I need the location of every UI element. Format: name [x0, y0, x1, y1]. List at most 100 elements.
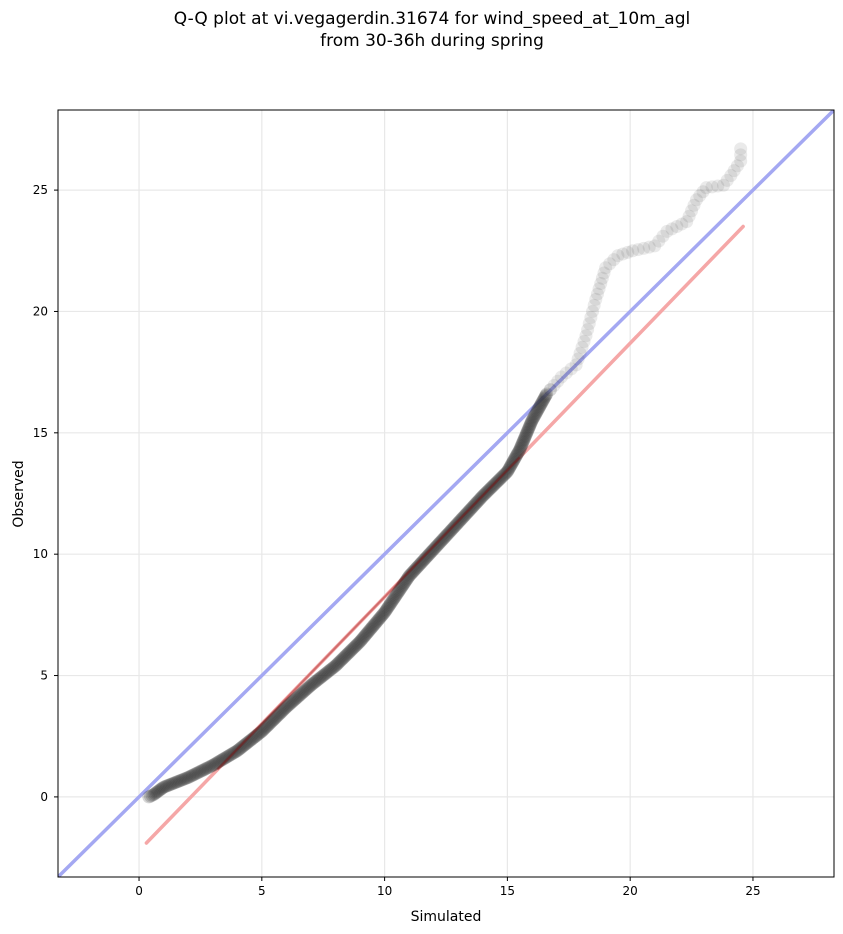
qq-point — [367, 618, 381, 632]
qq-point — [503, 459, 517, 473]
qq-point — [405, 566, 419, 580]
x-tick-label: 10 — [377, 884, 392, 898]
qq-point — [258, 721, 272, 735]
qq-point — [452, 514, 466, 528]
qq-point — [239, 737, 253, 751]
qq-point — [724, 169, 738, 183]
qq-point — [161, 778, 175, 792]
qq-point — [535, 395, 549, 409]
qq-point — [304, 678, 318, 692]
qq-point — [402, 569, 416, 583]
qq-point — [616, 247, 630, 261]
qq-point — [436, 532, 450, 546]
qq-point — [577, 335, 591, 349]
qq-point — [259, 720, 273, 734]
y-tick-label: 20 — [33, 304, 48, 318]
qq-point — [366, 619, 380, 633]
qq-point — [648, 239, 662, 253]
qq-point — [401, 570, 415, 584]
qq-point — [517, 433, 531, 447]
qq-point — [411, 560, 425, 574]
qq-point — [147, 787, 161, 801]
qq-point — [282, 698, 296, 712]
qq-point — [529, 407, 543, 421]
qq-point — [231, 743, 245, 757]
qq-point — [525, 414, 539, 428]
qq-point — [449, 518, 463, 532]
qq-point — [551, 374, 565, 388]
qq-point — [521, 422, 535, 436]
qq-point — [249, 729, 263, 743]
qq-point — [390, 587, 404, 601]
qq-point — [353, 635, 367, 649]
qq-point — [276, 703, 290, 717]
qq-point — [165, 777, 179, 791]
qq-point — [183, 770, 197, 784]
qq-point — [419, 550, 433, 564]
qq-point — [581, 323, 595, 337]
axis-ticks: 0 5 10 15 20 25 0 5 10 15 20 25 — [33, 183, 761, 898]
qq-point — [468, 497, 482, 511]
qq-point — [320, 666, 334, 680]
qq-point — [331, 657, 345, 671]
qq-point — [512, 444, 526, 458]
qq-point — [472, 494, 486, 508]
qq-point — [533, 398, 547, 412]
qq-point — [222, 749, 236, 763]
qq-point — [317, 668, 331, 682]
qq-point — [522, 420, 536, 434]
qq-point — [484, 481, 498, 495]
qq-point — [422, 547, 436, 561]
qq-point — [326, 661, 340, 675]
qq-point — [430, 539, 444, 553]
qq-point — [587, 298, 601, 312]
qq-point — [206, 758, 220, 772]
qq-point — [310, 673, 324, 687]
qq-point — [381, 600, 395, 614]
qq-point — [283, 697, 297, 711]
qq-point — [155, 781, 169, 795]
qq-point — [188, 767, 202, 781]
qq-point — [247, 730, 261, 744]
qq-point — [345, 642, 359, 656]
qq-point — [149, 786, 163, 800]
qq-point — [246, 731, 260, 745]
qq-point — [295, 687, 309, 701]
qq-point — [371, 613, 385, 627]
qq-point — [257, 722, 271, 736]
qq-point — [314, 670, 328, 684]
qq-point — [656, 229, 670, 243]
qq-point — [501, 463, 515, 477]
qq-point — [340, 648, 354, 662]
qq-point — [298, 683, 312, 697]
grid — [58, 110, 834, 877]
qq-point — [210, 756, 224, 770]
qq-point — [586, 304, 600, 318]
qq-point — [243, 734, 257, 748]
qq-point — [279, 700, 293, 714]
qq-point — [311, 672, 325, 686]
qq-point — [293, 688, 307, 702]
qq-point — [507, 452, 521, 466]
qq-point — [394, 581, 408, 595]
qq-point — [203, 760, 217, 774]
qq-point — [434, 534, 448, 548]
qq-point — [254, 725, 268, 739]
qq-point — [415, 555, 429, 569]
qq-point — [245, 732, 259, 746]
qq-point — [234, 741, 248, 755]
qq-point — [143, 789, 157, 803]
qq-point — [361, 625, 375, 639]
qq-point — [252, 726, 266, 740]
qq-point — [337, 650, 351, 664]
qq-point — [426, 543, 440, 557]
qq-point — [410, 561, 424, 575]
qq-point — [309, 674, 323, 688]
qq-point — [461, 505, 475, 519]
qq-point — [262, 718, 276, 732]
qq-point — [522, 421, 536, 435]
qq-point — [559, 366, 573, 380]
qq-point — [497, 468, 511, 482]
qq-point — [716, 178, 730, 192]
qq-point — [370, 614, 384, 628]
